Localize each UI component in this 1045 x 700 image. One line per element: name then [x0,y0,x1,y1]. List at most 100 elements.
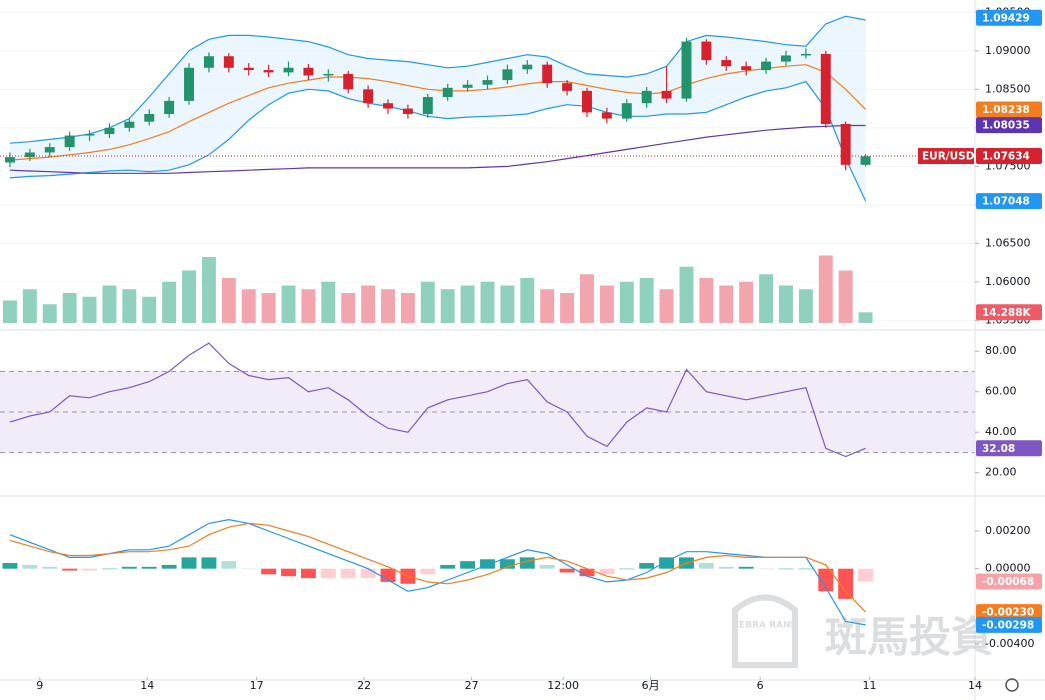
candle-body [761,61,772,71]
candle-body [860,156,871,165]
volume-bar [500,285,515,323]
candle-body [820,53,831,124]
macd-histogram-bar [320,568,336,579]
macd-histogram-bar [261,568,277,575]
axes: 1.095001.090001.085001.080001.075001.070… [36,5,1042,692]
y-tick-label: 1.06000 [985,275,1031,288]
x-tick-label: 27 [465,679,479,692]
macd-histogram-bar [121,566,137,569]
volume-bar [261,293,276,323]
axis-tag [976,440,1042,457]
candle-body [562,83,573,91]
axis-tag [976,9,1042,26]
candle-body [402,108,413,114]
axis-tag-label: 1.08035 [982,120,1030,132]
volume-bar [739,281,754,323]
y-tick-label: -0.00400 [985,637,1034,650]
macd-histogram-bar [82,568,98,571]
x-tick-label: 6 [757,679,764,692]
volume-bar [162,281,177,323]
macd-histogram-bar [380,568,396,582]
candle-body [283,67,294,73]
volume-bar [520,278,535,323]
x-tick-label: 11 [863,679,877,692]
symbol-tag [918,148,974,165]
volume-bar [201,257,216,323]
candle-body [621,103,632,119]
macd-histogram-bar [858,568,874,582]
volume-bar [182,270,196,323]
candle-body [323,73,334,76]
candle-body [243,67,254,71]
axis-tag-label: 14.288K [982,307,1032,319]
candle-body [84,134,95,136]
volume-bar [580,274,594,323]
macd-histogram-bar [738,566,754,569]
volume-bar [361,285,376,323]
x-tick-label: 14 [140,679,154,692]
macd-histogram-bar [340,568,356,579]
volume-bar [221,278,236,323]
macd-histogram-bar [519,557,535,569]
macd-line [9,522,867,613]
candle-body [383,103,393,109]
macd-histogram-bar [241,568,257,570]
volume-bar [818,255,833,323]
candle-body [203,56,214,68]
axis-tag [976,304,1042,321]
macd-histogram-bar [62,568,78,571]
volume-bar [301,289,316,323]
y-tick-label: 40.00 [985,425,1017,438]
volume-bar [460,285,475,323]
candle-body [442,87,453,98]
macd-histogram-bar [22,564,38,569]
y-tick-label: 1.08500 [985,82,1031,95]
candle-body [641,90,652,104]
candle-body [701,41,712,61]
candle-body [64,135,75,148]
macd-histogram-bar [360,568,376,579]
candle-body [741,66,752,71]
candle-body [223,56,234,68]
volume-bar [838,270,853,323]
volume-bar [122,289,137,323]
x-tick-label: 9 [36,679,43,692]
x-tick-label: 17 [250,679,264,692]
macd-histogram-bar [559,568,575,573]
watermark-text: 斑馬投資 [825,613,993,662]
candle-body [800,53,811,56]
volume-bar [321,281,336,323]
overlay-line [9,124,866,174]
macd-histogram-bar [420,568,436,575]
volume-bar [341,293,356,323]
candle-body [502,69,513,81]
macd-histogram-bar [818,568,834,592]
settings-icon[interactable] [1005,678,1019,692]
candle-body [124,121,135,128]
axis-tag-label: 32.08 [982,443,1015,455]
bollinger-fill [9,16,866,202]
macd-histogram-bar [639,563,655,569]
macd-histogram-bar [460,561,476,569]
candle-body [601,112,612,119]
volume-bar [659,289,674,323]
candle-body [482,80,493,85]
volume-bar [142,296,157,323]
axis-tag [976,616,1042,633]
candle-body [681,41,692,99]
volume-bar [699,278,714,323]
candle-body [840,123,851,165]
overlay-line [9,64,867,161]
macd-histogram-bar [181,557,197,569]
axis-tag [976,117,1042,134]
watermark: ZEBRA RANK 斑馬投資 [732,594,993,668]
axis-tag-label: -0.00298 [982,619,1034,631]
volume-bar [619,281,634,323]
macd-histogram-bar [838,568,854,599]
macd-histogram-bar [718,566,734,569]
candle-body [343,73,354,90]
macd-histogram-bar [778,568,794,570]
candle-body [144,113,155,122]
volume-bar [420,281,435,323]
volume-bar [679,266,694,323]
